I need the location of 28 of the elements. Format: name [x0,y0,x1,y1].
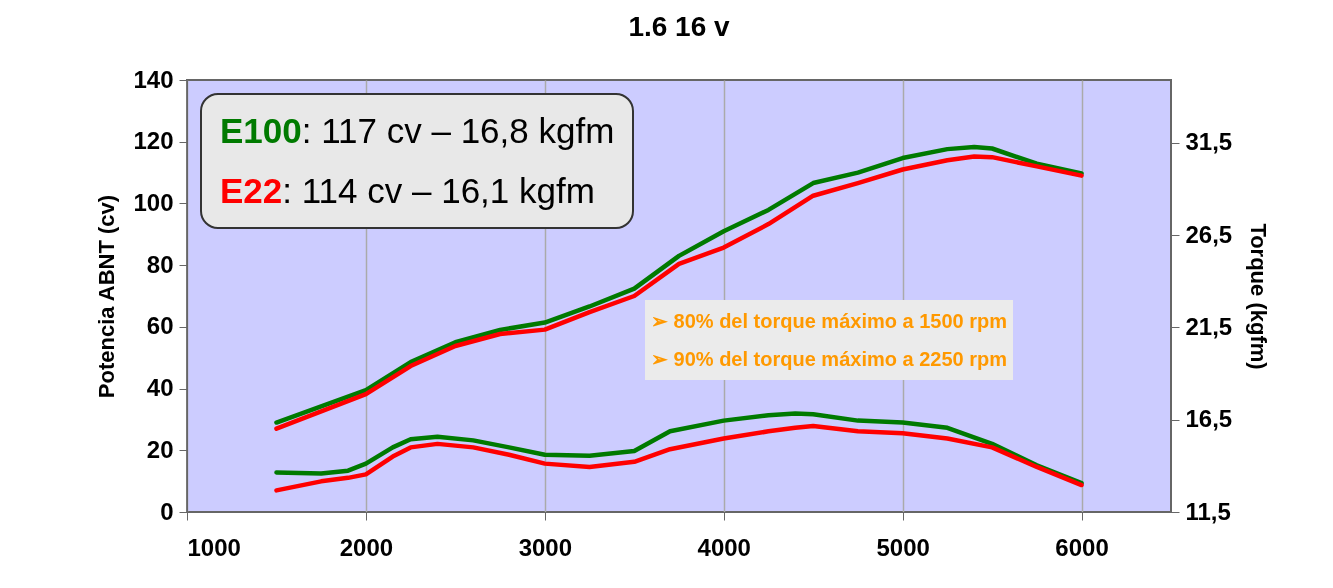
y2-tick-label: 31,5 [1185,128,1233,156]
y-tick-label: 80 [146,250,174,278]
line-series [274,423,1084,493]
y-tick-label: 140 [133,65,174,93]
x-tick-label: 2000 [339,533,394,561]
y-tick-label: 60 [146,312,174,340]
x-tick-label: 3000 [518,533,573,561]
y2-tick-label: 21,5 [1185,312,1233,340]
text: E22 [220,171,283,210]
annotation: ➢ 80% del torque máximo a 1500 rpm [651,309,1008,334]
line-series [274,411,1084,486]
text: E100 [220,111,302,150]
x-tick-label: 6000 [1055,533,1109,561]
y-tick-label: 20 [146,435,174,463]
y2-tick-label: 26,5 [1185,220,1233,248]
chart-title: 1.6 16 v [628,11,731,42]
y2-tick-label: 16,5 [1185,405,1233,433]
annotation: ➢ 90% del torque máximo a 2250 rpm [651,347,1008,372]
y-tick-label: 100 [133,188,174,216]
y2-axis-title: Torque (kgfm) [1246,223,1272,370]
y-tick-label: 120 [133,127,174,155]
y-tick-label: 40 [146,374,174,402]
x-tick-label: 5000 [876,533,930,561]
y-tick-label: 0 [160,497,174,525]
y-axis-title: Potencia ABNT (cv) [94,194,120,399]
x-tick-label: 1000 [187,533,241,561]
x-tick-label: 4000 [697,533,751,561]
y2-tick-label: 11,5 [1185,497,1231,525]
